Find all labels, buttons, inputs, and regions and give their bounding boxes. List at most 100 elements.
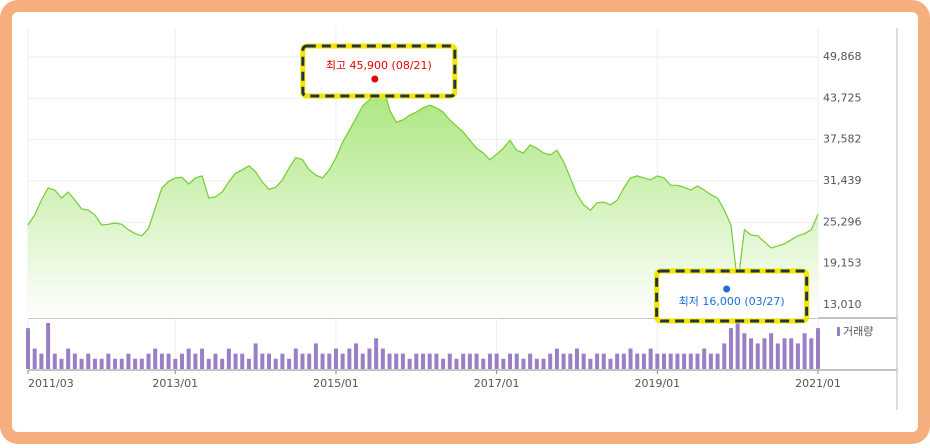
volume-bar <box>59 358 64 369</box>
volume-bar <box>728 328 733 369</box>
legend-label: 거래량 <box>843 325 873 338</box>
volume-bar <box>106 353 111 369</box>
volume-bar <box>374 338 379 369</box>
volume-bar <box>514 353 519 369</box>
volume-bar <box>447 353 452 369</box>
volume-bar <box>293 348 298 369</box>
volume-bar <box>267 353 272 369</box>
volume-bar <box>782 338 787 369</box>
volume-bar <box>394 353 399 369</box>
volume-bar <box>648 348 653 369</box>
volume-bar <box>220 358 225 369</box>
volume-bar <box>762 338 767 369</box>
volume-bar <box>400 353 405 369</box>
volume-bar <box>72 353 77 369</box>
volume-bar <box>508 353 513 369</box>
highlight-box-dash <box>655 269 809 323</box>
volume-bar <box>153 348 158 369</box>
volume-bar <box>186 348 191 369</box>
volume-bar <box>139 358 144 369</box>
volume-bar <box>86 353 91 369</box>
volume-bar <box>300 353 305 369</box>
volume-bar <box>467 353 472 369</box>
volume-bar <box>414 353 419 369</box>
volume-bar <box>273 358 278 369</box>
volume-bar <box>809 338 814 369</box>
volume-bar <box>327 353 332 369</box>
volume-bar <box>554 348 559 369</box>
volume-bar <box>113 358 118 369</box>
volume-bar <box>615 353 620 369</box>
high-annotation: 최고 45,900 (08/21) <box>326 59 432 72</box>
volume-bar <box>749 338 754 369</box>
volume-bar <box>795 343 800 369</box>
x-tick-label: 2019/01 <box>634 377 680 390</box>
volume-bar <box>688 353 693 369</box>
x-tick-label: 2013/01 <box>152 377 198 390</box>
volume-bar <box>588 358 593 369</box>
volume-bar <box>441 358 446 369</box>
volume-bar <box>193 353 198 369</box>
y-tick-label: 13,010 <box>823 298 862 311</box>
volume-bar <box>775 343 780 369</box>
volume-bar <box>474 353 479 369</box>
volume-bar <box>99 358 104 369</box>
volume-bar <box>340 353 345 369</box>
volume-bar <box>119 358 124 369</box>
volume-bar <box>367 348 372 369</box>
volume-bar <box>159 353 164 369</box>
volume-bar <box>39 353 44 369</box>
volume-bar <box>92 358 97 369</box>
volume-bar <box>226 348 231 369</box>
volume-bar <box>206 358 211 369</box>
price-line <box>27 82 819 285</box>
volume-bar <box>621 353 626 369</box>
volume-bar <box>628 348 633 369</box>
volume-bar <box>595 353 600 369</box>
volume-bar <box>26 328 30 369</box>
highlight-box-dash <box>301 44 457 98</box>
volume-bar <box>715 353 720 369</box>
volume-bar <box>481 358 486 369</box>
volume-bar <box>246 358 251 369</box>
volume-bar <box>568 353 573 369</box>
volume-bar <box>166 353 171 369</box>
volume-bar <box>548 353 553 369</box>
x-tick-label: 2017/01 <box>474 377 520 390</box>
volume-bar <box>755 343 760 369</box>
area <box>28 83 818 318</box>
volume-bar <box>173 358 178 369</box>
volume-bar <box>789 338 794 369</box>
volume-bar <box>421 353 425 369</box>
volume-bar <box>213 353 218 369</box>
volume-bar <box>347 348 352 369</box>
x-tick-label: 2021/01 <box>795 377 841 390</box>
y-tick-label: 37,582 <box>823 133 862 146</box>
volume-bar <box>146 353 151 369</box>
volume-bar <box>655 353 660 369</box>
volume-bar <box>561 353 566 369</box>
y-tick-label: 19,153 <box>823 257 862 270</box>
volume-bar <box>682 353 687 369</box>
volume-bar <box>601 353 606 369</box>
volume-bar <box>802 333 807 369</box>
volume-bar <box>668 353 673 369</box>
volume-bar <box>253 343 258 369</box>
volume-bar <box>454 358 459 369</box>
volume-bar <box>635 353 640 369</box>
volume-bar <box>313 343 318 369</box>
volume-bar <box>487 353 492 369</box>
volume-bar <box>380 348 385 369</box>
volume-bar <box>200 348 205 369</box>
legend-swatch <box>837 327 840 336</box>
volume-bar <box>320 353 325 369</box>
volume-bar <box>534 358 539 369</box>
volume-bar <box>287 358 292 369</box>
volume-bar <box>133 358 138 369</box>
volume-bar <box>722 343 727 369</box>
high-marker <box>371 75 379 83</box>
volume-bar <box>79 358 84 369</box>
volume-bar <box>360 353 365 369</box>
volume-bar <box>179 353 184 369</box>
